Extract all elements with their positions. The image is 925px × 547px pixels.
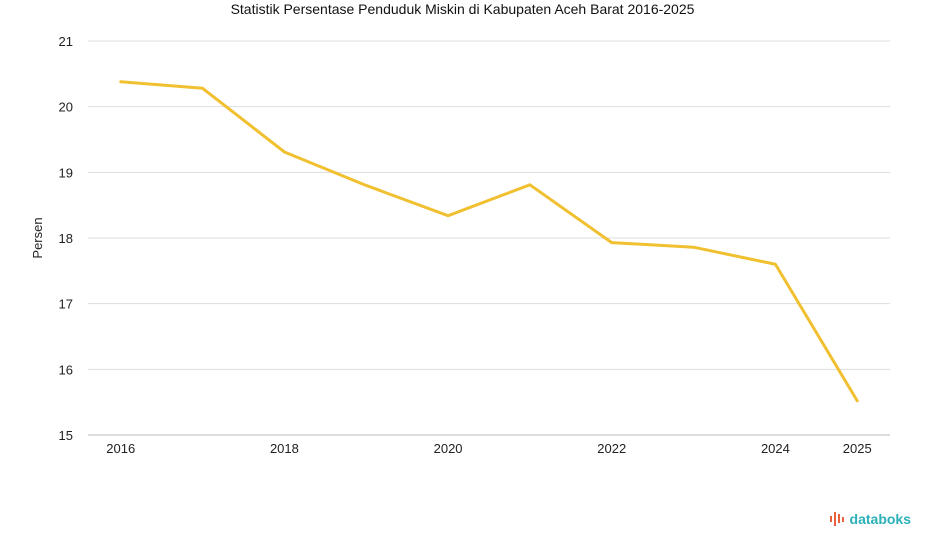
y-tick-label: 17 bbox=[59, 297, 73, 312]
y-tick-label: 21 bbox=[59, 34, 73, 49]
chart-title: Statistik Persentase Penduduk Miskin di … bbox=[230, 1, 695, 17]
series-line bbox=[119, 80, 859, 403]
gridlines bbox=[88, 40, 890, 436]
y-tick-label: 18 bbox=[59, 231, 73, 246]
x-tick-label: 2022 bbox=[597, 441, 626, 456]
y-tick-label: 20 bbox=[59, 100, 73, 115]
y-axis-label: Persen bbox=[30, 217, 45, 258]
series-group bbox=[119, 80, 859, 403]
y-axis-ticks: 15 16 17 18 19 20 21 bbox=[59, 34, 73, 443]
y-tick-label: 16 bbox=[59, 362, 73, 377]
x-tick-label: 2016 bbox=[106, 441, 135, 456]
databoks-logo: databoks bbox=[829, 511, 911, 527]
x-tick-label: 2024 bbox=[761, 441, 790, 456]
y-tick-label: 19 bbox=[59, 165, 73, 180]
databoks-bars-icon bbox=[829, 512, 844, 526]
x-tick-label: 2018 bbox=[270, 441, 299, 456]
brand-name: databoks bbox=[849, 511, 911, 527]
y-tick-label: 15 bbox=[59, 428, 73, 443]
x-tick-label: 2025 bbox=[843, 441, 872, 456]
x-tick-label: 2020 bbox=[434, 441, 463, 456]
x-axis-ticks: 2016 2018 2020 2022 2024 2025 bbox=[106, 441, 871, 456]
